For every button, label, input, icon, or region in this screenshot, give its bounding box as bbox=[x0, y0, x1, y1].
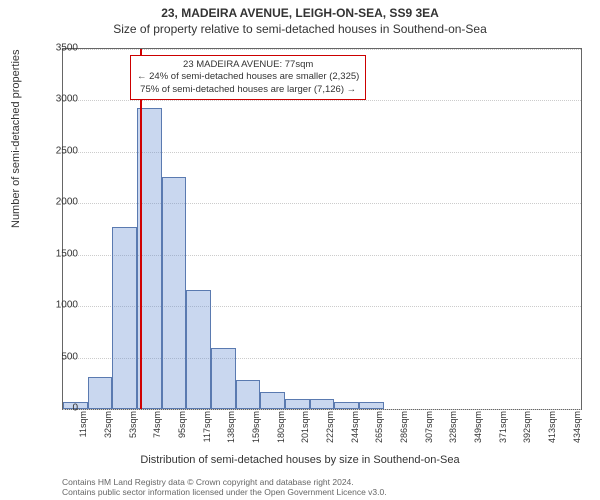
histogram-bar bbox=[334, 402, 359, 409]
histogram-bar bbox=[236, 380, 261, 409]
x-tick-label: 349sqm bbox=[473, 411, 483, 443]
x-tick-label: 117sqm bbox=[202, 411, 212, 442]
histogram-bar bbox=[359, 402, 384, 409]
x-tick-label: 95sqm bbox=[177, 411, 187, 438]
y-tick-label: 1500 bbox=[56, 248, 78, 259]
x-tick-label: 434sqm bbox=[572, 411, 582, 443]
x-tick-label: 32sqm bbox=[103, 411, 113, 438]
y-tick-label: 3500 bbox=[56, 43, 78, 54]
histogram-bar bbox=[211, 348, 236, 409]
x-tick-label: 392sqm bbox=[522, 411, 532, 443]
property-marker-line bbox=[140, 49, 142, 409]
y-tick-label: 0 bbox=[72, 403, 78, 414]
y-axis-label: Number of semi-detached properties bbox=[10, 49, 22, 228]
y-tick-label: 2000 bbox=[56, 197, 78, 208]
x-tick-label: 11sqm bbox=[78, 411, 88, 437]
gridline bbox=[63, 409, 581, 410]
y-tick-label: 1000 bbox=[56, 300, 78, 311]
histogram-bar bbox=[88, 377, 113, 409]
histogram-bar bbox=[162, 177, 187, 409]
y-tick-label: 500 bbox=[61, 351, 78, 362]
chart-title-desc: Size of property relative to semi-detach… bbox=[0, 20, 600, 36]
histogram-bar bbox=[260, 392, 285, 409]
x-tick-label: 74sqm bbox=[152, 411, 162, 438]
histogram-bar bbox=[310, 399, 335, 409]
x-tick-label: 413sqm bbox=[547, 411, 557, 443]
x-tick-label: 265sqm bbox=[374, 411, 384, 443]
chart-title-address: 23, MADEIRA AVENUE, LEIGH-ON-SEA, SS9 3E… bbox=[0, 0, 600, 20]
x-tick-label: 201sqm bbox=[300, 411, 310, 443]
footer-line2: Contains public sector information licen… bbox=[62, 487, 387, 497]
x-tick-label: 138sqm bbox=[226, 411, 236, 443]
histogram-bar bbox=[112, 227, 137, 409]
x-tick-label: 53sqm bbox=[128, 411, 138, 438]
annotation-line2: ← 24% of semi-detached houses are smalle… bbox=[137, 71, 359, 83]
x-axis-label: Distribution of semi-detached houses by … bbox=[0, 454, 600, 466]
x-tick-label: 222sqm bbox=[325, 411, 335, 443]
annotation-line1: 23 MADEIRA AVENUE: 77sqm bbox=[137, 59, 359, 71]
y-tick-label: 3000 bbox=[56, 94, 78, 105]
y-tick-label: 2500 bbox=[56, 145, 78, 156]
plot-area: 11sqm32sqm53sqm74sqm95sqm117sqm138sqm159… bbox=[62, 48, 582, 410]
x-tick-label: 244sqm bbox=[350, 411, 360, 443]
x-tick-label: 307sqm bbox=[424, 411, 434, 443]
annotation-box: 23 MADEIRA AVENUE: 77sqm ← 24% of semi-d… bbox=[130, 55, 366, 100]
x-tick-label: 371sqm bbox=[498, 411, 508, 443]
histogram-bar bbox=[186, 290, 211, 409]
footer-attribution: Contains HM Land Registry data © Crown c… bbox=[62, 477, 387, 497]
x-tick-label: 328sqm bbox=[448, 411, 458, 443]
annotation-line3: 75% of semi-detached houses are larger (… bbox=[137, 84, 359, 96]
x-tick-label: 180sqm bbox=[276, 411, 286, 443]
histogram-bar bbox=[285, 399, 310, 409]
x-tick-label: 286sqm bbox=[399, 411, 409, 443]
x-tick-label: 159sqm bbox=[251, 411, 261, 443]
footer-line1: Contains HM Land Registry data © Crown c… bbox=[62, 477, 387, 487]
